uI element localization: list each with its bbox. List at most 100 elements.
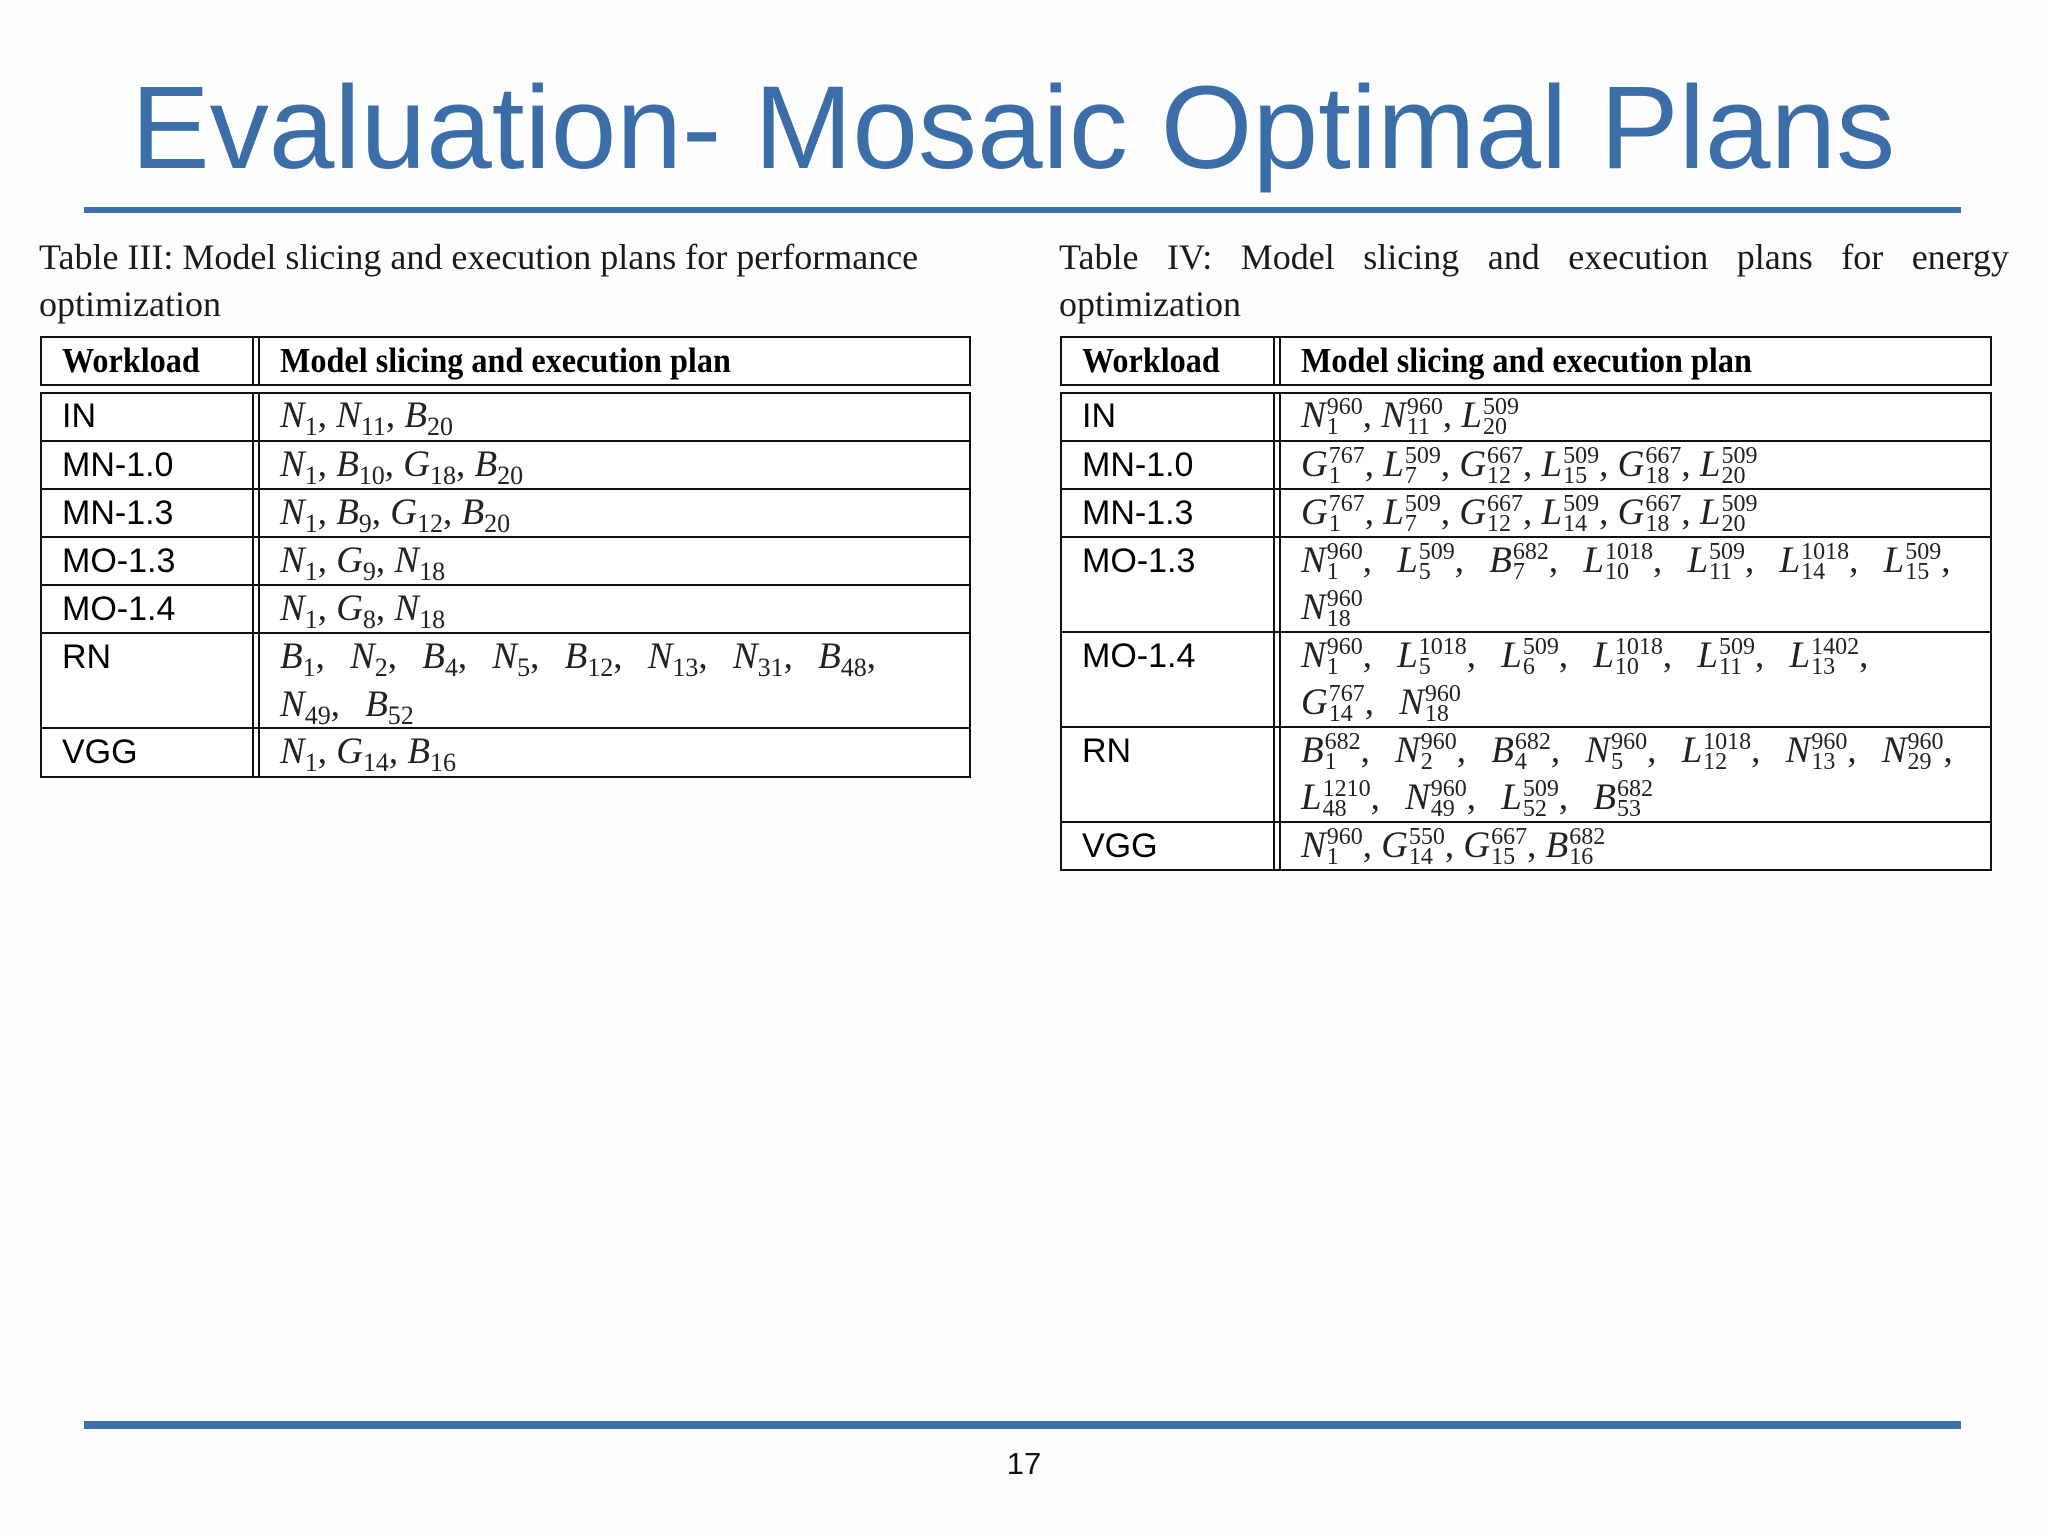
layer-index: 12 [587,653,614,682]
comma: , [1370,777,1380,818]
layer-type: N [280,444,305,485]
frequency: 682 [1512,538,1549,565]
layer-index: 14 [1408,843,1433,870]
index-stack: 509 52 [1523,777,1559,821]
index-stack: 667 12 [1487,492,1523,537]
index-stack: 509 7 [1405,444,1441,488]
plan-term: B 682 7, [1489,537,1574,584]
plan-term: L 509 20 [1700,489,1758,536]
plan-cell: N1, G9, N18 [280,537,959,585]
index-stack: 1018 14 [1801,540,1849,584]
frequency: 667 [1645,442,1682,469]
row-divider [40,727,971,729]
layer-type: G [1617,444,1645,485]
index-stack: 960 1 [1327,395,1363,439]
layer-index: 20 [484,509,511,538]
index-stack: 667 18 [1645,442,1682,488]
index-stack: 1018 10 [1605,540,1653,584]
plan-cell: N1, B10, G18, B20 [280,441,959,489]
frequency: 960 [1420,728,1457,755]
layer-index: 1 [304,748,318,777]
plan-cell: N 960 1, N 960 11, L 509 20 [1301,392,1980,439]
layer-type: N [280,684,305,725]
frequency: 960 [1326,633,1363,660]
index-stack: 960 29 [1908,730,1944,774]
plan-term: L 1018 14, [1780,537,1875,584]
frequency: 550 [1408,823,1445,850]
plan-term: G 667 12, [1459,489,1532,536]
workload-cell: VGG [1082,827,1158,865]
plan-term: L 1018 12, [1682,727,1777,774]
layer-index: 6 [1522,653,1535,680]
plan-term: L 509 7, [1383,489,1450,536]
frequency: 667 [1491,823,1528,850]
header-plan: Model slicing and execution plan [1301,341,1752,380]
layer-type: B [407,731,431,772]
layer-index: 2 [1420,748,1433,775]
layer-type: G [1463,825,1491,866]
layer-index: 1 [304,509,318,538]
index-stack: 550 14 [1408,823,1445,870]
plan-term: B20 [404,392,453,440]
row-divider [40,632,971,634]
layer-index: 52 [387,701,414,730]
layer-type: N [1785,730,1811,771]
layer-index: 12 [1487,462,1512,489]
plan-cell: B1, N2, B4, N5, B12, N13, N31, B48, N49,… [280,633,959,729]
layer-type: B [280,636,303,677]
index-stack: 667 18 [1645,492,1681,536]
frequency: 509 [1719,633,1755,660]
plan-term: N 960 5, [1585,727,1672,774]
frequency: 960 [1406,393,1443,420]
frequency: 682 [1616,775,1653,802]
plan-term: N1, [280,489,327,537]
comma: , [1444,825,1455,866]
frequency: 960 [1326,823,1363,850]
comma: , [1847,730,1857,771]
layer-type: G [336,731,363,772]
layer-type: N [647,636,673,677]
layer-type: N [1301,587,1326,628]
layer-type: N [1585,730,1611,771]
index-stack: 767 1 [1329,444,1365,488]
column-divider [1279,336,1281,386]
plan-cell: B 682 1, N 960 2, B 682 4, N 960 5, L 1018 12, N 96… [1301,727,1980,821]
layer-type: L [1681,730,1703,771]
index-stack: 509 6 [1522,635,1559,680]
frequency: 1018 [1614,633,1663,660]
column-divider [1273,336,1275,386]
frequency: 767 [1328,680,1365,707]
layer-type: B [1593,777,1616,818]
layer-index: 1 [1326,653,1339,680]
comma: , [317,444,327,485]
plan-term: N11, [336,392,395,440]
comma: , [1454,540,1465,581]
frequency: 960 [1430,775,1467,802]
plan-cell: N1, G14, B16 [280,728,959,776]
row-divider [1060,631,1992,633]
layer-index: 49 [1430,795,1455,822]
comma: , [317,540,327,581]
layer-index: 11 [360,412,386,441]
index-stack: 667 12 [1487,444,1523,489]
index-stack: 960 18 [1327,587,1363,631]
frequency: 509 [1563,490,1600,517]
plan-term: L 509 5, [1397,537,1480,584]
layer-index: 20 [1721,462,1746,489]
frequency: 509 [1905,538,1942,565]
comma: , [1442,395,1453,436]
index-stack: 682 53 [1616,775,1653,821]
plan-term: L 1210 48, [1301,774,1396,821]
layer-index: 7 [1512,558,1525,585]
index-stack: 509 20 [1721,492,1757,536]
layer-type: N [1395,730,1420,771]
layer-type: L [1699,492,1721,533]
comma: , [375,540,386,581]
header-row [1060,336,1992,386]
plan-term: L 1018 5, [1397,632,1492,679]
layer-index: 12 [1487,510,1512,537]
plan-term: B9, [336,489,381,537]
plan-term: N 960 11, [1381,392,1452,439]
index-stack: 960 11 [1406,393,1443,439]
